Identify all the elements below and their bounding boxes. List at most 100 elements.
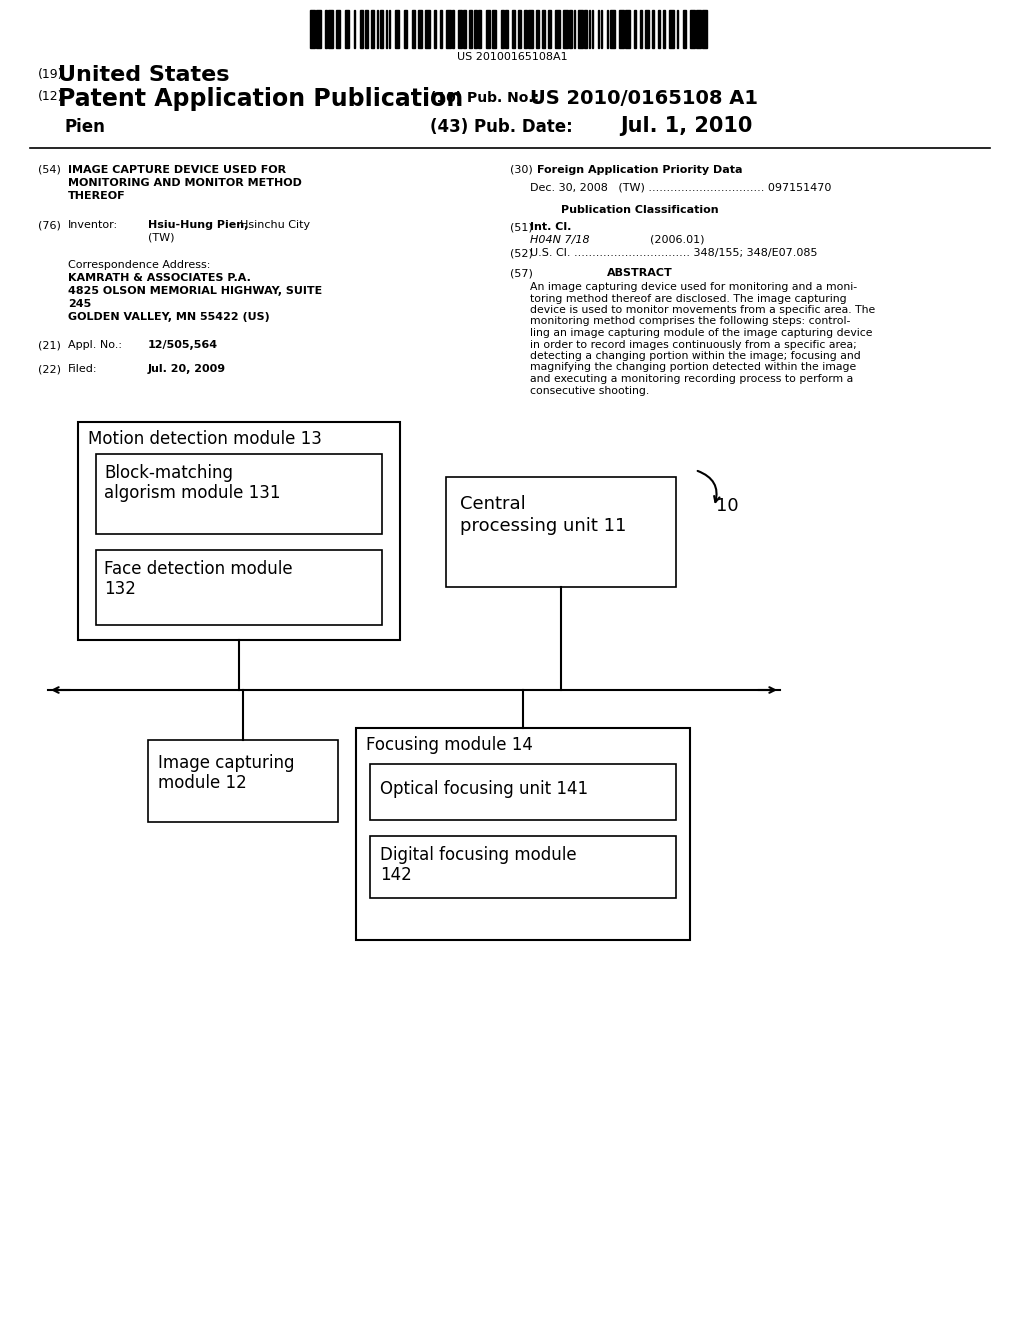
Text: Appl. No.:: Appl. No.: <box>68 341 122 350</box>
Bar <box>371 11 374 48</box>
Bar <box>536 11 539 48</box>
Bar <box>645 11 649 48</box>
Bar <box>469 11 472 48</box>
Text: (2006.01): (2006.01) <box>650 235 705 246</box>
Bar <box>96 550 382 624</box>
Text: (57): (57) <box>510 268 532 279</box>
Text: toring method thereof are disclosed. The image capturing: toring method thereof are disclosed. The… <box>530 293 847 304</box>
Bar <box>548 11 551 48</box>
Text: Face detection module: Face detection module <box>104 560 293 578</box>
Text: in order to record images continuously from a specific area;: in order to record images continuously f… <box>530 339 857 350</box>
Text: Publication Classification: Publication Classification <box>561 205 719 215</box>
Bar <box>569 11 572 48</box>
Bar <box>598 11 599 48</box>
Bar <box>380 11 383 48</box>
Bar <box>658 11 660 48</box>
Text: Correspondence Address:: Correspondence Address: <box>68 260 210 271</box>
Text: (54): (54) <box>38 165 60 176</box>
Text: Hsinchu City: Hsinchu City <box>240 220 310 230</box>
Text: Motion detection module 13: Motion detection module 13 <box>88 430 322 447</box>
Bar <box>478 11 481 48</box>
Bar <box>501 11 504 48</box>
Bar <box>696 11 700 48</box>
Bar <box>663 11 665 48</box>
Bar <box>542 11 545 48</box>
Text: United States: United States <box>58 65 229 84</box>
Text: 245: 245 <box>68 300 91 309</box>
Text: and executing a monitoring recording process to perform a: and executing a monitoring recording pro… <box>530 374 853 384</box>
Text: Jul. 1, 2010: Jul. 1, 2010 <box>620 116 753 136</box>
Bar <box>96 454 382 535</box>
Bar <box>601 11 602 48</box>
Bar <box>370 764 676 820</box>
Bar <box>523 11 526 48</box>
Bar <box>579 11 583 48</box>
Text: Hsiu-Hung Pien,: Hsiu-Hung Pien, <box>148 220 249 230</box>
Text: Pien: Pien <box>65 117 105 136</box>
Bar <box>492 11 497 48</box>
Bar <box>463 11 466 48</box>
Text: (43) Pub. Date:: (43) Pub. Date: <box>430 117 572 136</box>
Text: US 2010/0165108 A1: US 2010/0165108 A1 <box>530 88 758 108</box>
Bar <box>418 11 422 48</box>
Text: module 12: module 12 <box>158 774 247 792</box>
Text: (TW): (TW) <box>148 234 174 243</box>
Text: ABSTRACT: ABSTRACT <box>607 268 673 279</box>
Text: MONITORING AND MONITOR METHOD: MONITORING AND MONITOR METHOD <box>68 178 302 187</box>
Text: Optical focusing unit 141: Optical focusing unit 141 <box>380 780 588 799</box>
Bar <box>446 477 676 587</box>
Bar <box>592 11 593 48</box>
Bar <box>506 11 509 48</box>
Text: consecutive shooting.: consecutive shooting. <box>530 385 649 396</box>
Bar <box>336 11 340 48</box>
Bar <box>620 11 624 48</box>
Bar <box>625 11 630 48</box>
Bar <box>356 729 690 940</box>
Text: magnifying the changing portion detected within the image: magnifying the changing portion detected… <box>530 363 856 372</box>
Text: (19): (19) <box>38 69 63 81</box>
Text: Block-matching: Block-matching <box>104 465 233 482</box>
Text: GOLDEN VALLEY, MN 55422 (US): GOLDEN VALLEY, MN 55422 (US) <box>68 312 269 322</box>
Text: 4825 OLSON MEMORIAL HIGHWAY, SUITE: 4825 OLSON MEMORIAL HIGHWAY, SUITE <box>68 286 323 296</box>
Bar <box>690 11 695 48</box>
Bar <box>528 11 532 48</box>
Text: Dec. 30, 2008   (TW) ................................ 097151470: Dec. 30, 2008 (TW) .....................… <box>530 183 831 193</box>
Bar <box>425 11 430 48</box>
Text: (52): (52) <box>510 248 532 257</box>
Bar <box>377 11 378 48</box>
Bar <box>328 11 333 48</box>
Text: U.S. Cl. ................................ 348/155; 348/E07.085: U.S. Cl. ...............................… <box>530 248 817 257</box>
Text: Inventor:: Inventor: <box>68 220 118 230</box>
Text: US 20100165108A1: US 20100165108A1 <box>457 51 567 62</box>
Bar <box>459 11 462 48</box>
Text: THEREOF: THEREOF <box>68 191 126 201</box>
Text: (21): (21) <box>38 341 60 350</box>
Text: processing unit 11: processing unit 11 <box>460 517 627 535</box>
Text: 132: 132 <box>104 579 136 598</box>
Text: detecting a changing portion within the image; focusing and: detecting a changing portion within the … <box>530 351 861 360</box>
Text: device is used to monitor movements from a specific area. The: device is used to monitor movements from… <box>530 305 876 315</box>
Bar <box>669 11 674 48</box>
Bar <box>453 11 454 48</box>
Bar <box>360 11 364 48</box>
Bar <box>326 11 327 48</box>
Text: Foreign Application Priority Data: Foreign Application Priority Data <box>538 165 742 176</box>
Bar <box>386 11 387 48</box>
Bar <box>474 11 476 48</box>
Bar <box>517 11 520 48</box>
Text: Filed:: Filed: <box>68 364 97 374</box>
Text: H04N 7/18: H04N 7/18 <box>530 235 590 246</box>
Bar <box>446 11 451 48</box>
Text: (51): (51) <box>510 222 532 232</box>
Text: (12): (12) <box>38 90 63 103</box>
Text: (10) Pub. No.:: (10) Pub. No.: <box>430 91 539 106</box>
Text: Focusing module 14: Focusing module 14 <box>366 737 532 754</box>
Text: Image capturing: Image capturing <box>158 754 295 772</box>
Bar <box>677 11 678 48</box>
Text: 12/505,564: 12/505,564 <box>148 341 218 350</box>
Text: Patent Application Publication: Patent Application Publication <box>58 87 463 111</box>
Text: KAMRATH & ASSOCIATES P.A.: KAMRATH & ASSOCIATES P.A. <box>68 273 251 282</box>
Bar <box>485 11 490 48</box>
Bar <box>148 741 338 822</box>
Text: IMAGE CAPTURE DEVICE USED FOR: IMAGE CAPTURE DEVICE USED FOR <box>68 165 286 176</box>
